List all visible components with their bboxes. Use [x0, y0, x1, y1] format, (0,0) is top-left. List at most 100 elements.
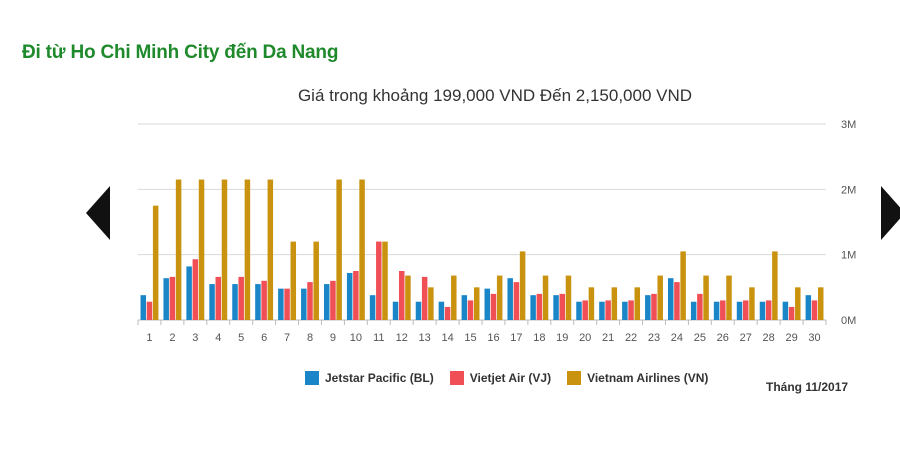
bar-jetstar[interactable]: [622, 301, 628, 320]
bar-vietnam-airlines[interactable]: [772, 251, 778, 320]
bar-vietnam-airlines[interactable]: [175, 179, 182, 320]
bar-vietnam-airlines[interactable]: [795, 287, 801, 320]
bar-vietjet[interactable]: [330, 280, 336, 320]
bar-jetstar[interactable]: [530, 295, 536, 320]
bar-vietnam-airlines[interactable]: [152, 205, 159, 320]
bar-vietjet[interactable]: [444, 306, 451, 320]
bar-jetstar[interactable]: [599, 301, 605, 320]
bar-vietjet[interactable]: [513, 282, 520, 320]
bar-vietnam-airlines[interactable]: [451, 275, 457, 320]
bar-vietjet[interactable]: [467, 300, 474, 320]
legend-item-vietnam-airlines[interactable]: Vietnam Airlines (VN): [567, 371, 708, 385]
bar-vietjet[interactable]: [605, 300, 611, 320]
bar-vietjet[interactable]: [238, 276, 244, 320]
bar-vietnam-airlines[interactable]: [703, 275, 709, 320]
bar-jetstar[interactable]: [301, 288, 307, 320]
bar-vietnam-airlines[interactable]: [565, 275, 572, 320]
bar-jetstar[interactable]: [553, 295, 559, 320]
bar-vietnam-airlines[interactable]: [405, 275, 411, 320]
bar-vietjet[interactable]: [674, 282, 680, 320]
bar-jetstar[interactable]: [576, 301, 582, 320]
bar-vietjet[interactable]: [559, 293, 566, 320]
bar-vietjet[interactable]: [582, 300, 588, 320]
bar-jetstar[interactable]: [759, 301, 766, 320]
bar-vietjet[interactable]: [169, 276, 176, 320]
bar-vietjet[interactable]: [192, 259, 199, 320]
bar-vietnam-airlines[interactable]: [817, 287, 824, 320]
bar-vietnam-airlines[interactable]: [519, 251, 526, 320]
bar-vietjet[interactable]: [811, 300, 818, 320]
bar-vietjet[interactable]: [353, 271, 359, 320]
bar-vietnam-airlines[interactable]: [680, 251, 686, 320]
bar-vietnam-airlines[interactable]: [726, 275, 732, 320]
bar-vietjet[interactable]: [788, 306, 795, 320]
bar-vietjet[interactable]: [651, 293, 657, 320]
bar-jetstar[interactable]: [163, 278, 169, 320]
bar-vietnam-airlines[interactable]: [428, 287, 434, 320]
triangle-left-icon[interactable]: [86, 186, 110, 240]
bar-vietjet[interactable]: [398, 271, 405, 320]
bar-jetstar[interactable]: [415, 301, 422, 320]
bar-vietjet[interactable]: [490, 293, 497, 320]
bar-jetstar[interactable]: [209, 284, 215, 320]
x-tick-label: 19: [556, 332, 568, 344]
legend-swatch-jetstar: [305, 371, 319, 385]
bar-vietnam-airlines[interactable]: [473, 287, 480, 320]
legend-item-vietjet[interactable]: Vietjet Air (VJ): [449, 371, 551, 385]
bar-vietjet[interactable]: [261, 280, 267, 320]
bar-vietnam-airlines[interactable]: [290, 241, 297, 320]
bar-vietnam-airlines[interactable]: [382, 241, 388, 320]
bar-vietjet[interactable]: [307, 282, 313, 320]
bar-vietjet[interactable]: [720, 300, 726, 320]
bar-jetstar[interactable]: [438, 301, 445, 320]
bar-jetstar[interactable]: [232, 284, 238, 320]
bar-vietnam-airlines[interactable]: [749, 287, 755, 320]
bar-vietnam-airlines[interactable]: [267, 179, 274, 320]
bar-jetstar[interactable]: [369, 295, 376, 320]
bar-jetstar[interactable]: [461, 295, 468, 320]
bar-vietjet[interactable]: [421, 276, 428, 320]
chart-title: Giá trong khoảng 199,000 VND Đến 2,150,0…: [297, 86, 693, 105]
bar-jetstar[interactable]: [346, 272, 353, 320]
bar-vietjet[interactable]: [765, 300, 772, 320]
bar-jetstar[interactable]: [255, 284, 261, 320]
bar-jetstar[interactable]: [713, 301, 720, 320]
bar-vietnam-airlines[interactable]: [198, 179, 205, 320]
bar-vietnam-airlines[interactable]: [313, 241, 319, 320]
bar-vietnam-airlines[interactable]: [611, 287, 618, 320]
triangle-right-icon[interactable]: [881, 186, 900, 240]
bar-vietjet[interactable]: [628, 300, 634, 320]
bar-vietnam-airlines[interactable]: [221, 179, 228, 320]
bar-vietjet[interactable]: [284, 288, 290, 320]
bar-vietjet[interactable]: [536, 293, 543, 320]
bar-jetstar[interactable]: [690, 301, 697, 320]
bar-vietnam-airlines[interactable]: [359, 179, 365, 320]
month-label: Tháng 11/2017: [766, 380, 849, 394]
bar-jetstar[interactable]: [484, 288, 491, 320]
bar-vietjet[interactable]: [742, 300, 749, 320]
bar-vietjet[interactable]: [215, 276, 222, 320]
bar-vietnam-airlines[interactable]: [542, 275, 549, 320]
bar-vietnam-airlines[interactable]: [336, 179, 342, 320]
bar-jetstar[interactable]: [645, 295, 651, 320]
bar-jetstar[interactable]: [507, 278, 513, 320]
bar-jetstar[interactable]: [278, 288, 284, 320]
bar-jetstar[interactable]: [782, 301, 789, 320]
bar-vietjet[interactable]: [376, 241, 382, 320]
bar-jetstar[interactable]: [323, 284, 330, 320]
legend-item-jetstar[interactable]: Jetstar Pacific (BL): [305, 371, 434, 385]
bar-vietjet[interactable]: [146, 301, 153, 320]
bar-jetstar[interactable]: [805, 295, 812, 320]
bar-jetstar[interactable]: [140, 295, 147, 320]
bar-vietnam-airlines[interactable]: [588, 287, 595, 320]
bar-jetstar[interactable]: [667, 278, 674, 320]
bar-vietjet[interactable]: [697, 293, 703, 320]
bar-vietnam-airlines[interactable]: [657, 275, 663, 320]
bar-vietnam-airlines[interactable]: [496, 275, 503, 320]
x-tick-label: 15: [464, 332, 476, 344]
bar-jetstar[interactable]: [392, 301, 399, 320]
bar-vietnam-airlines[interactable]: [244, 179, 251, 320]
bar-vietnam-airlines[interactable]: [634, 287, 641, 320]
bar-jetstar[interactable]: [736, 301, 743, 320]
bar-jetstar[interactable]: [186, 266, 192, 320]
